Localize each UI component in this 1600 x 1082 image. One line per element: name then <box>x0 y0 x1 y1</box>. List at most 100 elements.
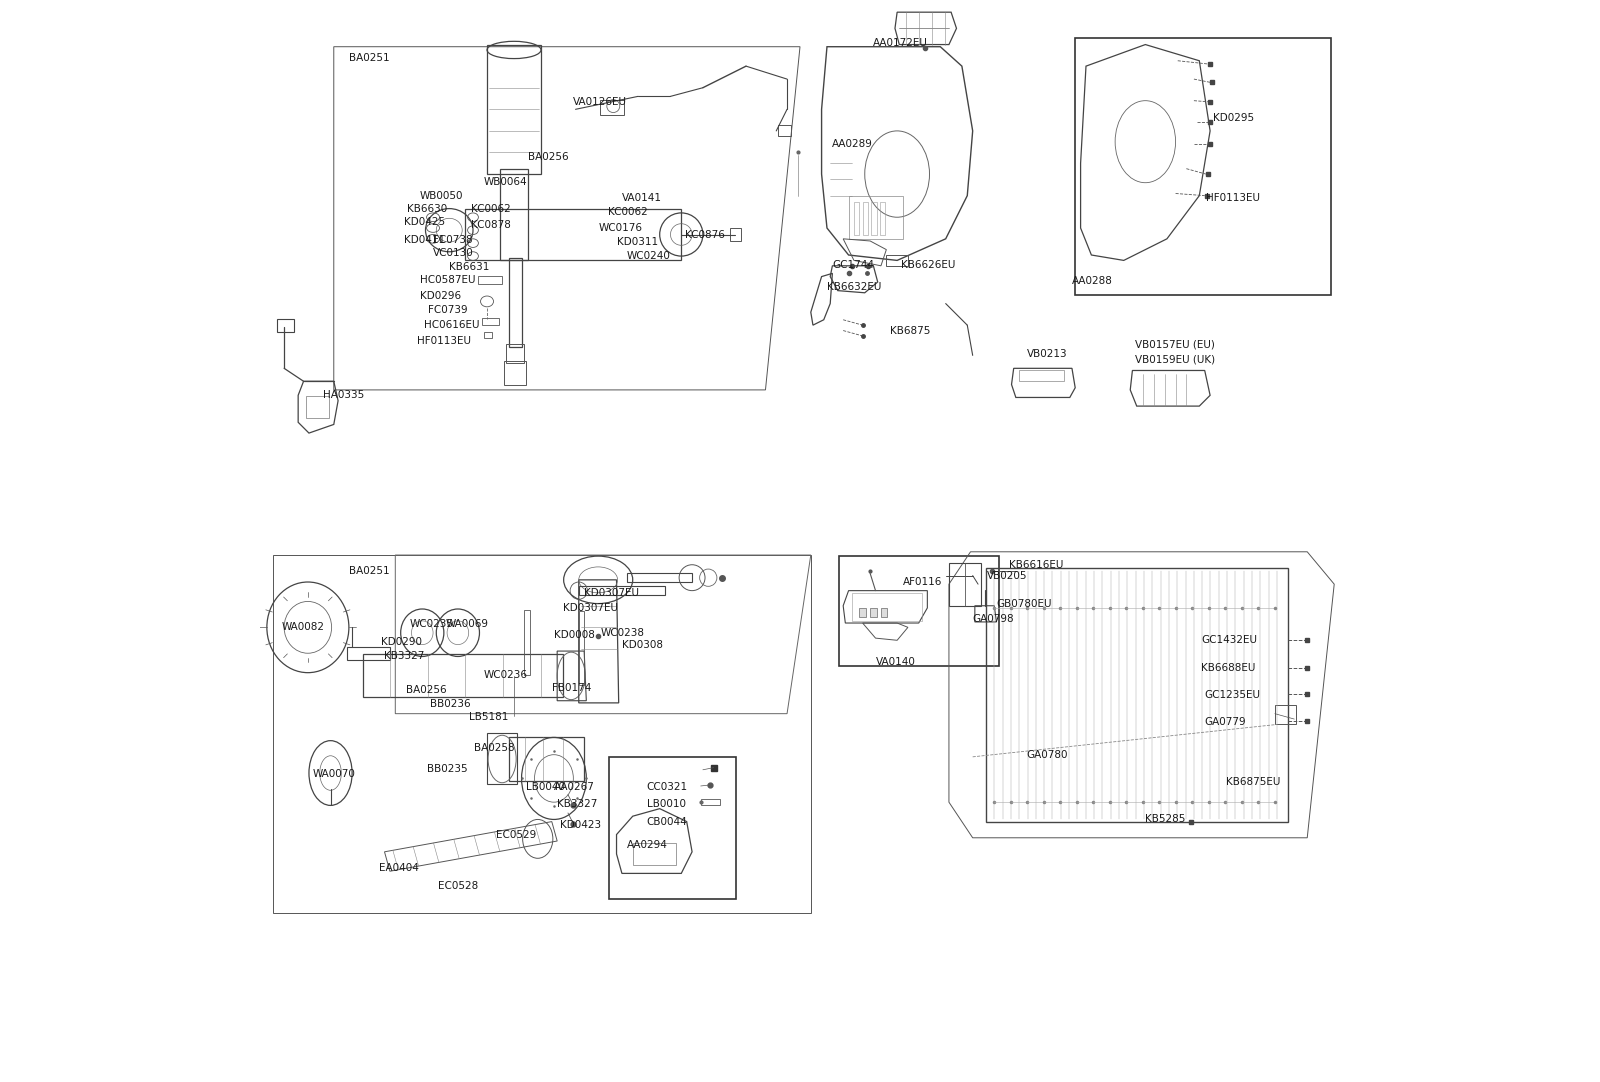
Text: BA0258: BA0258 <box>474 743 515 753</box>
Text: WC0235: WC0235 <box>410 619 453 629</box>
Bar <box>347 647 390 660</box>
Text: WB0064: WB0064 <box>483 176 528 186</box>
Text: LB0040: LB0040 <box>526 782 565 792</box>
Text: BB0235: BB0235 <box>427 764 467 774</box>
Bar <box>870 608 877 617</box>
Bar <box>509 259 522 346</box>
Bar <box>1019 370 1064 381</box>
Bar <box>483 331 493 338</box>
Text: WB0050: WB0050 <box>421 190 464 200</box>
Bar <box>579 611 584 685</box>
Text: KD0290: KD0290 <box>381 637 422 647</box>
Text: VB0159EU (UK): VB0159EU (UK) <box>1134 355 1214 365</box>
Text: KD0423: KD0423 <box>560 820 602 830</box>
Text: KB3327: KB3327 <box>557 800 597 809</box>
Bar <box>579 586 666 595</box>
Text: KD0425: KD0425 <box>403 216 445 226</box>
Text: KD0307EU: KD0307EU <box>563 603 618 612</box>
Text: GC1744: GC1744 <box>832 260 874 269</box>
Text: BA0256: BA0256 <box>406 685 446 695</box>
Bar <box>851 593 922 621</box>
Text: VA0141: VA0141 <box>622 193 662 202</box>
Bar <box>504 360 526 384</box>
Text: KB6875: KB6875 <box>890 326 930 335</box>
Text: VA0140: VA0140 <box>875 657 915 667</box>
Text: EC0529: EC0529 <box>496 830 536 840</box>
Text: BA0256: BA0256 <box>528 151 568 162</box>
Text: HF0113EU: HF0113EU <box>418 337 470 346</box>
Bar <box>600 100 624 115</box>
Text: GA0779: GA0779 <box>1205 717 1246 727</box>
Text: KD0296: KD0296 <box>421 291 461 301</box>
Bar <box>1275 705 1296 725</box>
Text: WA0082: WA0082 <box>282 622 325 632</box>
Text: AF0116: AF0116 <box>902 577 942 588</box>
Bar <box>838 556 998 667</box>
Text: GC1235EU: GC1235EU <box>1205 690 1261 700</box>
Text: KD0307EU: KD0307EU <box>584 588 638 597</box>
Text: AA0289: AA0289 <box>832 138 874 149</box>
Text: KB3327: KB3327 <box>384 651 426 661</box>
Bar <box>854 202 859 235</box>
Text: HA0335: HA0335 <box>323 391 365 400</box>
Bar <box>507 343 523 362</box>
Text: GA0798: GA0798 <box>973 613 1014 623</box>
Text: BB0236: BB0236 <box>430 699 470 709</box>
Text: FC0738: FC0738 <box>434 235 472 245</box>
Bar <box>872 202 877 235</box>
Text: HC0587EU: HC0587EU <box>421 275 475 285</box>
Text: KB5285: KB5285 <box>1146 815 1186 824</box>
Text: WC0240: WC0240 <box>626 251 670 261</box>
Text: KD0311: KD0311 <box>616 237 658 247</box>
Text: HC0616EU: HC0616EU <box>424 320 480 330</box>
Bar <box>610 756 736 899</box>
Text: GC1432EU: GC1432EU <box>1202 635 1258 645</box>
Text: WA0070: WA0070 <box>312 769 355 779</box>
Text: VB0213: VB0213 <box>1027 349 1067 359</box>
Text: KB6875EU: KB6875EU <box>1226 777 1280 787</box>
Text: KC0062: KC0062 <box>470 203 510 213</box>
Text: VC0130: VC0130 <box>434 248 474 258</box>
Bar <box>1075 38 1331 295</box>
Bar <box>499 169 528 261</box>
Bar <box>859 608 866 617</box>
Text: KD0008: KD0008 <box>554 630 595 639</box>
Bar <box>949 563 981 606</box>
Bar <box>701 799 720 805</box>
Text: EA0404: EA0404 <box>379 863 419 873</box>
Text: KD0308: KD0308 <box>622 639 662 649</box>
Text: KC0062: KC0062 <box>608 207 648 216</box>
Bar <box>306 396 330 418</box>
Text: WC0176: WC0176 <box>598 223 642 233</box>
Text: VB0157EU (EU): VB0157EU (EU) <box>1134 340 1214 349</box>
Text: CC0321: CC0321 <box>646 782 688 792</box>
Text: GA0780: GA0780 <box>1027 750 1069 760</box>
Bar <box>277 319 294 331</box>
Text: HF0113EU: HF0113EU <box>1206 193 1259 202</box>
Text: KC0878: KC0878 <box>470 220 510 229</box>
Text: BA0251: BA0251 <box>349 566 389 577</box>
Text: VB0205: VB0205 <box>987 570 1027 581</box>
Text: WA0069: WA0069 <box>446 619 490 629</box>
Text: WC0236: WC0236 <box>483 670 528 679</box>
Text: AA0172EU: AA0172EU <box>874 39 928 49</box>
Bar <box>886 255 907 266</box>
Text: KB6626EU: KB6626EU <box>901 260 955 269</box>
Text: FC0739: FC0739 <box>427 305 467 315</box>
Text: KB6688EU: KB6688EU <box>1202 663 1256 673</box>
Bar <box>862 202 867 235</box>
Text: FB0174: FB0174 <box>552 683 590 692</box>
Bar <box>523 610 530 675</box>
Bar <box>627 573 693 582</box>
Bar <box>730 228 741 241</box>
Text: KC0876: KC0876 <box>685 229 725 239</box>
Text: VA0126EU: VA0126EU <box>573 96 627 107</box>
Text: KB6616EU: KB6616EU <box>1010 559 1064 570</box>
Text: KB6630: KB6630 <box>406 203 448 213</box>
Text: AA0288: AA0288 <box>1072 276 1114 286</box>
Bar <box>478 276 502 285</box>
Text: AA0267: AA0267 <box>554 782 595 792</box>
Text: LB5181: LB5181 <box>469 712 509 722</box>
Bar <box>848 196 902 239</box>
Text: WC0238: WC0238 <box>600 628 645 637</box>
